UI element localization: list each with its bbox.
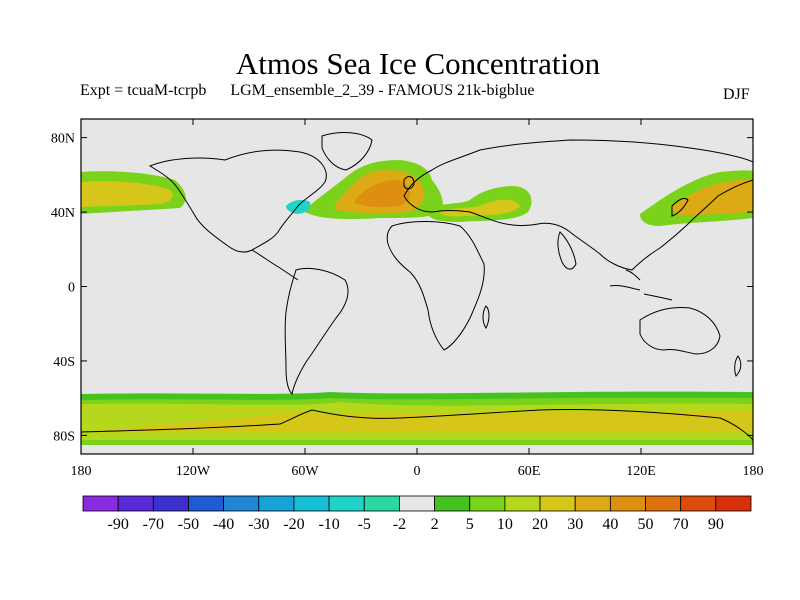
- south-america-coast: [284, 267, 349, 396]
- greenland-coast: [321, 132, 373, 171]
- antarctica-coast: [81, 408, 753, 441]
- british-isles-coast: [403, 176, 415, 190]
- color-bar-label: 2: [431, 516, 439, 533]
- color-bar-swatch: [223, 495, 260, 512]
- eurasia-coast: [403, 139, 753, 271]
- color-bar-label: -2: [393, 516, 406, 533]
- lon-tick-label: 0: [414, 464, 421, 479]
- color-bar: [82, 495, 752, 512]
- color-bar-label: 30: [567, 516, 583, 533]
- color-bar-swatch: [504, 495, 541, 512]
- lon-tick-label: 180: [71, 464, 92, 479]
- color-bar-label: -40: [213, 516, 234, 533]
- map-title: Atmos Sea Ice Concentration: [235, 46, 601, 81]
- north-pacific-east-core: [81, 181, 173, 207]
- experiment-label: Expt = tcuaM-tcrpb: [80, 82, 207, 99]
- experiment-subtitle: Expt = tcuaM-tcrpb LGM_ensemble_2_39 - F…: [80, 82, 534, 100]
- lat-tick-label: 40S: [53, 355, 75, 370]
- color-bar-swatch: [399, 495, 435, 512]
- color-bar-swatch: [152, 495, 189, 512]
- color-bar-swatch: [258, 495, 295, 512]
- color-bar-label: 40: [602, 516, 618, 533]
- lon-tick-label: 120E: [626, 464, 656, 479]
- color-bar-swatch: [434, 495, 471, 512]
- color-bar-label: -50: [178, 516, 199, 533]
- color-bar-swatch: [609, 495, 646, 512]
- run-name-label: LGM_ensemble_2_39 - FAMOUS 21k-bigblue: [230, 82, 535, 99]
- color-bar-label: 20: [532, 516, 548, 533]
- north-atlantic-core: [355, 180, 411, 208]
- longitude-axis: 180 120W 60W 0 60E 120E 180: [71, 119, 764, 479]
- madagascar-coast: [482, 305, 490, 329]
- central-america-coast: [251, 249, 299, 281]
- color-bar-label: -5: [358, 516, 371, 533]
- coastlines: [81, 132, 753, 441]
- color-bar-swatch: [82, 495, 119, 512]
- lat-tick-label: 0: [68, 281, 75, 296]
- new-zealand-coast: [734, 355, 742, 377]
- southern-ocean-green-edge: [81, 391, 753, 400]
- japan-coast: [671, 197, 689, 217]
- lon-tick-label: 120W: [176, 464, 211, 479]
- color-bar-label: -90: [107, 516, 128, 533]
- color-bar-label: 70: [673, 516, 689, 533]
- color-bar-label: 5: [466, 516, 474, 533]
- color-bar-swatch: [117, 495, 154, 512]
- lat-tick-label: 40N: [51, 206, 75, 221]
- latitude-axis: 80N 40N 0 40S 80S: [51, 132, 753, 444]
- color-bar-label: -30: [248, 516, 269, 533]
- lat-tick-label: 80N: [51, 132, 75, 147]
- color-bar-swatch: [469, 495, 506, 512]
- sea-ice-field: [81, 160, 753, 445]
- lon-tick-label: 180: [743, 464, 764, 479]
- color-bar-label: -20: [283, 516, 304, 533]
- color-bar-swatch: [328, 495, 365, 512]
- us-coast-negative-patch: [286, 199, 311, 214]
- southeast-asia-islands: [609, 269, 673, 301]
- lon-tick-label: 60W: [291, 464, 319, 479]
- color-bar-swatch: [539, 495, 576, 512]
- color-bar-swatch: [188, 495, 225, 512]
- north-pacific-west-core: [670, 180, 753, 216]
- north-america-coast: [148, 149, 327, 253]
- color-bar-swatch: [293, 495, 330, 512]
- color-bar-labels: -90 -70 -50 -40 -30 -20 -10 -5 -2 2 5 10 20 30 40 50 70 9…: [107, 516, 723, 533]
- color-bar-swatch: [680, 495, 717, 512]
- australia-coast: [639, 307, 721, 355]
- color-bar-swatch: [363, 495, 400, 512]
- india-coast: [557, 231, 577, 270]
- mediterranean-core: [440, 199, 520, 217]
- lon-tick-label: 60E: [518, 464, 541, 479]
- lat-tick-label: 80S: [53, 429, 75, 444]
- color-bar-swatch: [645, 495, 682, 512]
- color-bar-label: -10: [318, 516, 339, 533]
- color-bar-label: 90: [708, 516, 724, 533]
- color-bar-label: -70: [143, 516, 164, 533]
- southern-ocean-dark-band: [81, 409, 753, 432]
- season-label: DJF: [723, 86, 750, 103]
- color-bar-swatch: [715, 495, 752, 512]
- color-bar-label: 10: [497, 516, 513, 533]
- africa-coast: [386, 221, 485, 351]
- color-bar-swatch: [574, 495, 611, 512]
- color-bar-label: 50: [638, 516, 654, 533]
